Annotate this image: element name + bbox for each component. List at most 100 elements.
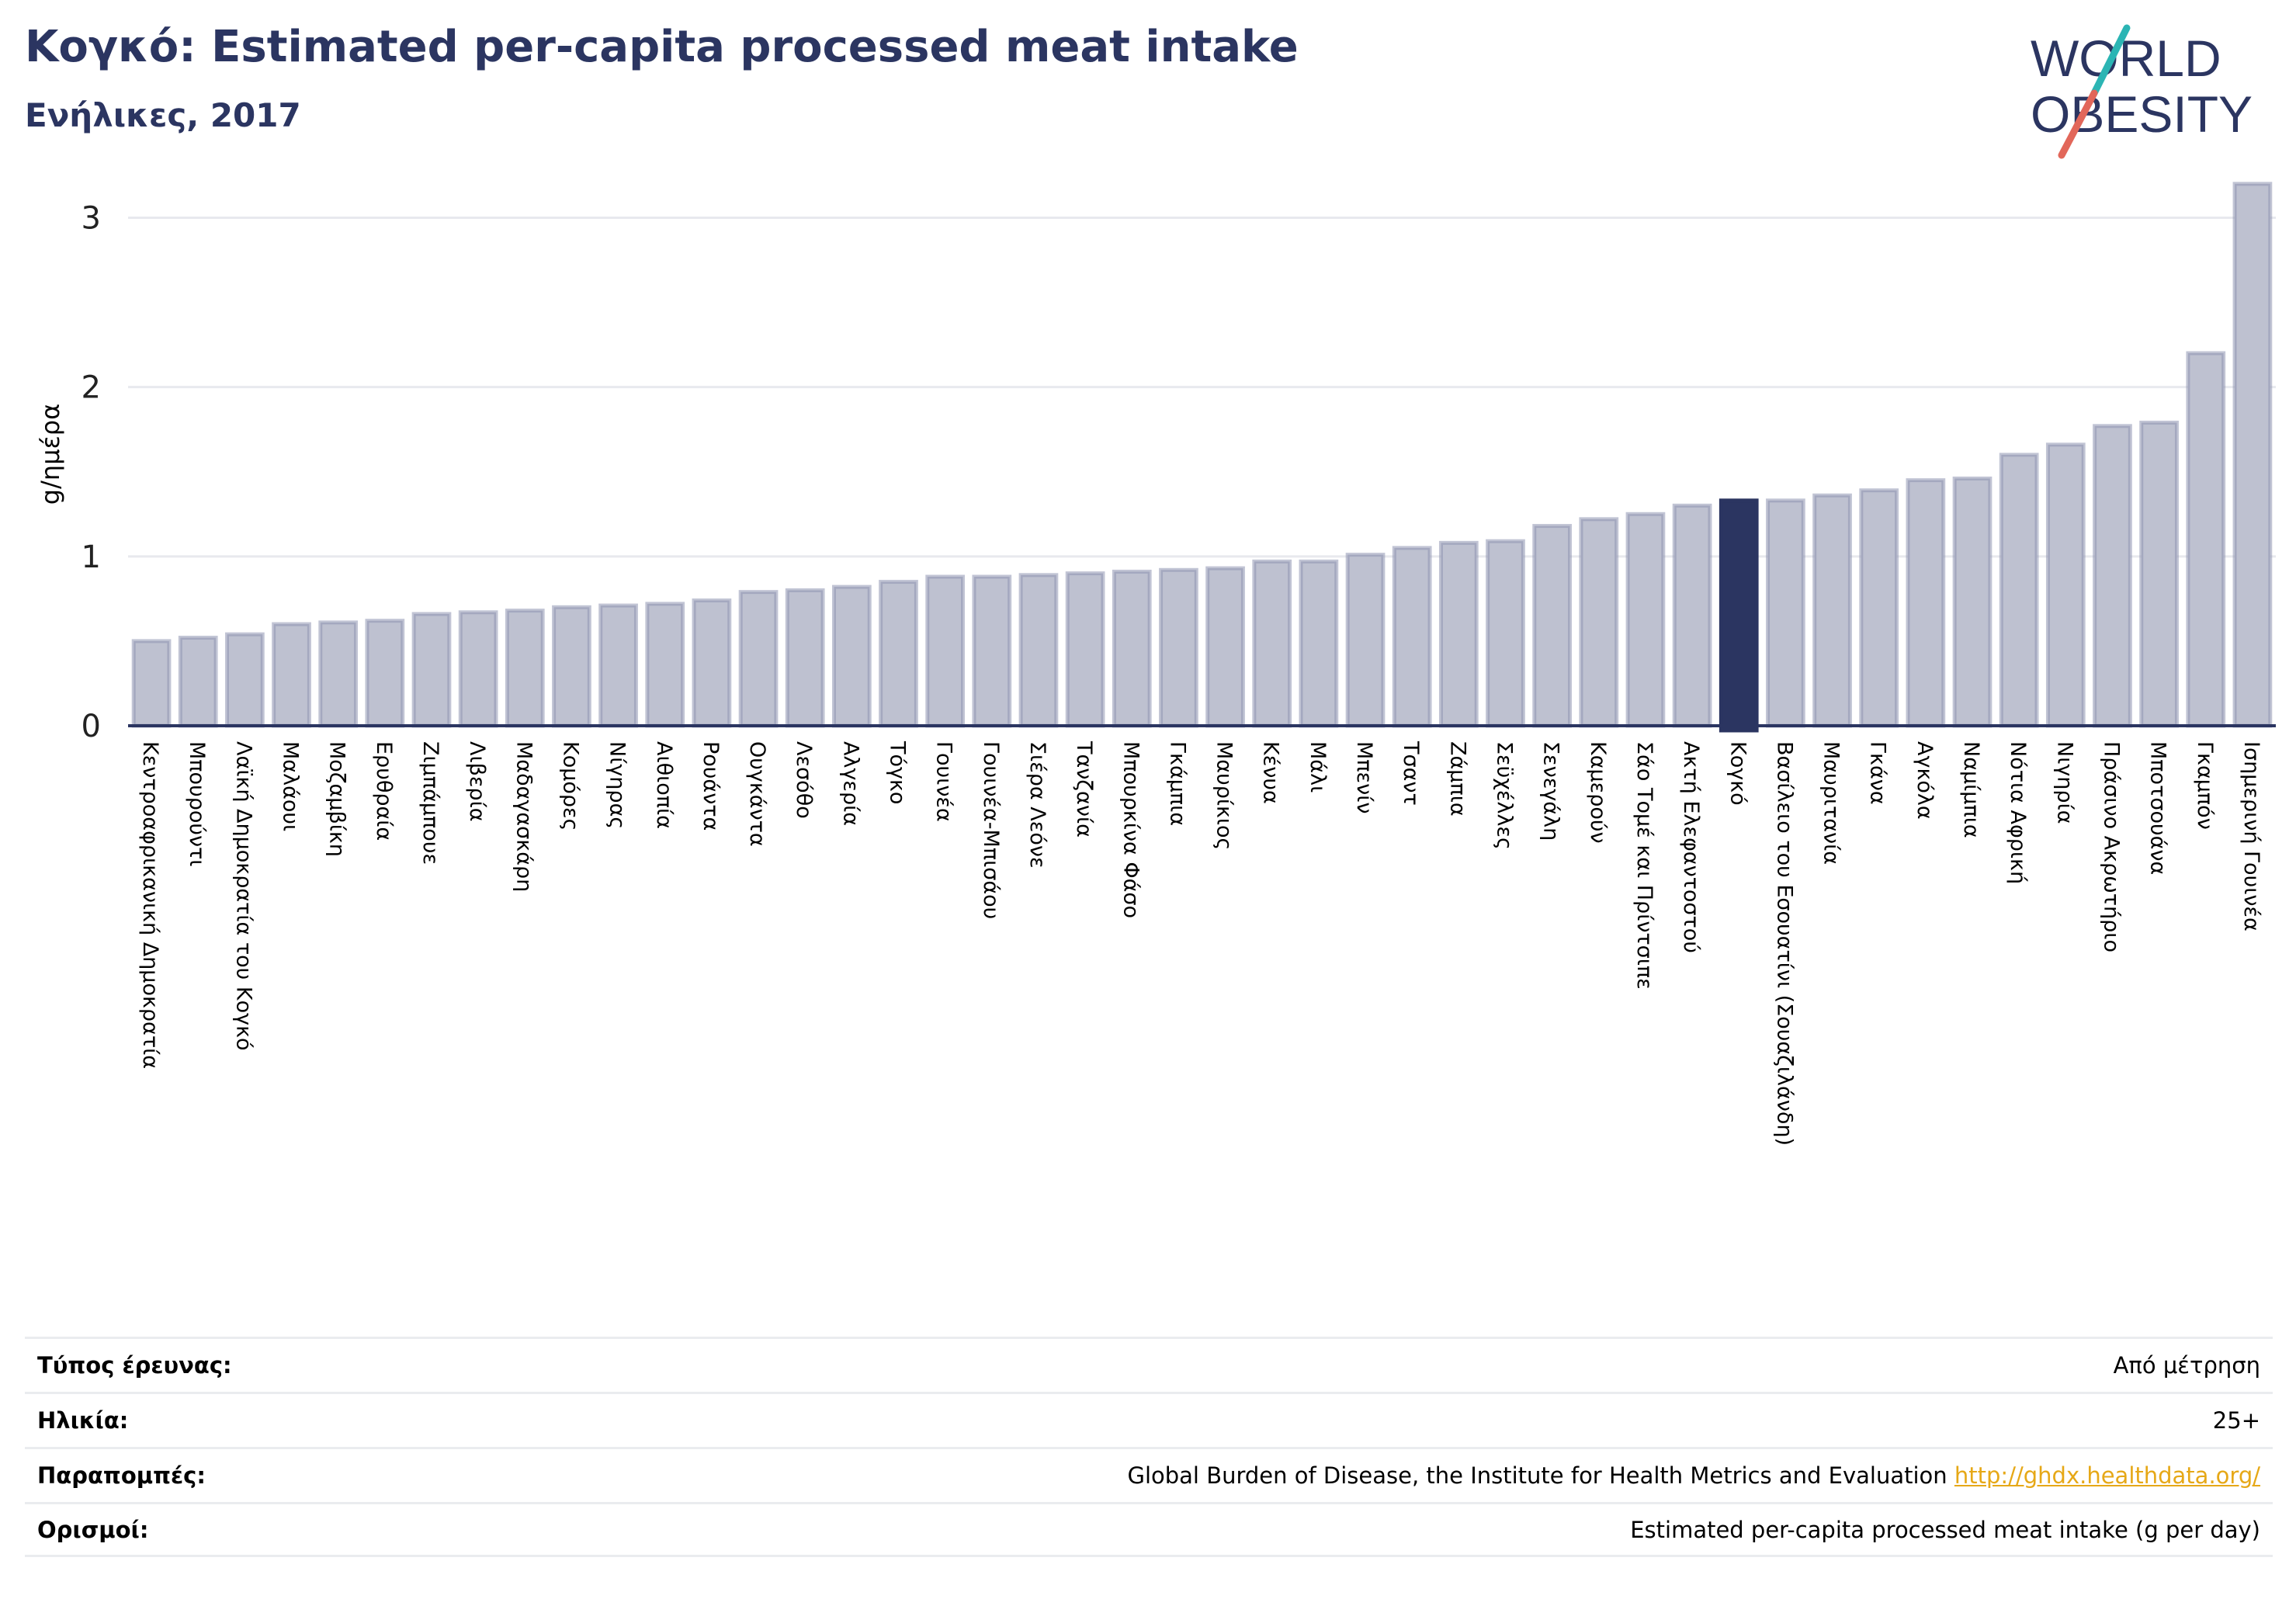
- x-tick-label: Ζάμπια: [1445, 741, 1469, 817]
- bar: [2232, 182, 2273, 728]
- x-tick-label: Σενεγάλη: [1539, 741, 1563, 841]
- x-tick-label: Κογκό: [1725, 741, 1750, 806]
- x-tick-label: Ερυθραία: [372, 741, 396, 841]
- x-tick-label: Μοζαμβίκη: [325, 741, 349, 857]
- x-tick-label: Ακτή Ελεφαντοστού: [1679, 741, 1703, 953]
- x-tick-label: Κεντροαφρικανική Δημοκρατία: [138, 741, 162, 1069]
- meta-value: 25+: [2212, 1407, 2260, 1434]
- bar: [1906, 478, 1946, 728]
- y-axis-label: g/ημέρα: [36, 404, 65, 505]
- bar: [1532, 524, 1572, 728]
- bar: [411, 612, 452, 728]
- meta-label: Τύπος έρευνας:: [37, 1352, 232, 1379]
- page-title: Κογκό: Estimated per-capita processed me…: [25, 22, 1299, 72]
- logo-line2: OBESITY: [2031, 85, 2253, 143]
- bar: [552, 605, 591, 728]
- x-tick-label: Τανζανία: [1072, 741, 1096, 838]
- x-tick-label: Ζιμπάμπουε: [418, 741, 442, 865]
- x-tick-label: Τσαντ: [1399, 741, 1423, 806]
- x-tick-label: Βασίλειο του Εσουατίνι (Σουαζιλάνδη): [1772, 741, 1796, 1146]
- x-tick-label: Σάο Τομέ και Πρίντσιπε: [1632, 741, 1656, 990]
- bar: [1672, 503, 1712, 728]
- bar: [1392, 546, 1432, 728]
- x-tick-label: Νίγηρας: [605, 741, 629, 829]
- x-tick-label: Νιγηρία: [2052, 741, 2076, 824]
- x-tick-label: Πράσινο Ακρωτήριο: [2099, 741, 2123, 952]
- logo-slash-teal: [2090, 24, 2131, 97]
- meta-value: Global Burden of Disease, the Institute …: [1127, 1462, 1947, 1489]
- x-tick-label: Αιθιοπία: [652, 741, 676, 829]
- x-tick-label: Τόγκο: [886, 741, 910, 804]
- meta-label: Ηλικία:: [37, 1407, 129, 1434]
- bar-chart: 0 1 2 3 g/ημέρα Κεντροαφρικανική Δημοκρατία Μπ…: [36, 182, 2276, 1146]
- bar: [2139, 420, 2179, 728]
- bar: [692, 598, 732, 728]
- reference-link[interactable]: http://ghdx.healthdata.org/: [1954, 1462, 2260, 1489]
- bar: [598, 603, 638, 728]
- meta-row-age: Ηλικία: 25+: [25, 1392, 2273, 1447]
- x-tick-label: Κένυα: [1259, 741, 1283, 804]
- x-tick-label: Μπενίν: [1352, 741, 1376, 813]
- meta-label: Ορισμοί:: [37, 1516, 149, 1543]
- bar: [131, 639, 172, 728]
- bar: [505, 609, 545, 728]
- x-tick-label: Μπουρκίνα Φάσο: [1119, 741, 1143, 918]
- x-tick-label: Ναμίμπια: [1959, 741, 1983, 838]
- x-tick-label: Κομόρες: [558, 741, 582, 831]
- x-tick-label: Νότια Αφρική: [2006, 741, 2030, 884]
- bar: [738, 590, 779, 728]
- bar: [645, 602, 685, 728]
- page-subtitle: Ενήλικες, 2017: [25, 96, 301, 134]
- meta-value: Από μέτρηση: [2113, 1352, 2260, 1379]
- x-tick-label: Σιέρα Λεόνε: [1025, 741, 1049, 869]
- bar: [1812, 493, 1852, 728]
- meta-label: Παραπομπές:: [37, 1462, 206, 1489]
- x-tick-label: Μαυριτανία: [1819, 741, 1843, 865]
- y-tick-label: 0: [82, 709, 101, 744]
- x-tick-label: Γκάνα: [1866, 741, 1890, 805]
- x-tick-label: Αγκόλα: [1913, 741, 1937, 820]
- bar: [1018, 573, 1059, 728]
- x-tick-label: Γκάμπια: [1165, 741, 1189, 826]
- x-tick-label: Σεϋχέλλες: [1492, 741, 1516, 850]
- bar: [1766, 498, 1805, 728]
- logo-line1: WORLD: [2031, 29, 2221, 87]
- x-tick-label: Ρουάντα: [699, 741, 723, 831]
- bar: [1625, 512, 1666, 728]
- x-tick-label: Ουγκάντα: [745, 741, 769, 847]
- x-tick-label: Μπουρούντι: [185, 741, 209, 866]
- meta-row-references: Παραπομπές: Global Burden of Disease, th…: [25, 1447, 2273, 1502]
- bar: [1252, 559, 1292, 728]
- bar: [1159, 567, 1198, 728]
- bar: [1065, 571, 1105, 728]
- y-tick-label: 1: [82, 539, 101, 575]
- bar: [1438, 540, 1479, 728]
- bar: [2045, 442, 2086, 728]
- bar: [832, 584, 872, 728]
- y-tick-label: 2: [82, 370, 101, 406]
- x-tick-label: Μάλι: [1306, 741, 1330, 793]
- x-tick-label: Γουινέα: [932, 741, 956, 822]
- bar: [972, 574, 1012, 728]
- x-tick-label: Καμερούν: [1586, 741, 1610, 844]
- x-tick-label: Λαϊκή Δημοκρατία του Κογκό: [231, 741, 255, 1051]
- x-tick-label: Γουινέα-Μπισάου: [979, 741, 1003, 919]
- meta-row-survey-type: Τύπος έρευνας: Από μέτρηση: [25, 1337, 2273, 1392]
- bar: [925, 574, 966, 728]
- x-tick-label: Ισημερινή Γουινέα: [2239, 741, 2263, 931]
- bar: [318, 620, 359, 728]
- meta-row-definitions: Ορισμοί: Estimated per-capita processed …: [25, 1502, 2273, 1557]
- bar: [1999, 453, 2039, 728]
- x-tick-label: Γκαμπόν: [2193, 741, 2217, 830]
- bar-highlighted: [1719, 498, 1759, 733]
- bar: [1299, 559, 1339, 728]
- bar: [365, 619, 405, 728]
- bar: [1112, 569, 1152, 728]
- meta-value: Estimated per-capita processed meat inta…: [1630, 1516, 2260, 1543]
- x-tick-label: Μαδαγασκάρη: [512, 741, 536, 892]
- bar: [1486, 539, 1525, 728]
- bar: [1579, 517, 1619, 728]
- bar: [1859, 488, 1899, 728]
- x-tick-label: Λιβερία: [465, 741, 489, 822]
- bar: [879, 580, 918, 728]
